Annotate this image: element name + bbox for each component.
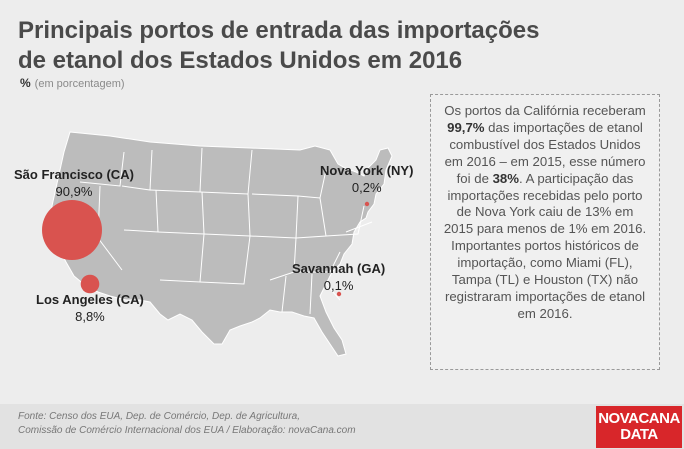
unit-symbol: % — [20, 76, 31, 90]
chart-title: Principais portos de entrada das importa… — [18, 16, 578, 76]
novacana-data-logo: NOVACANA DATA — [596, 406, 682, 448]
port-label-los-angeles: Los Angeles (CA) 8,8% — [36, 291, 144, 325]
footer-bar — [0, 404, 684, 449]
port-value: 8,8% — [75, 309, 105, 324]
marker-nova-york — [364, 201, 370, 207]
logo-line-2: DATA — [620, 426, 658, 443]
port-name: Savannah (GA) — [292, 261, 386, 276]
source-note: Fonte: Censo dos EUA, Dep. de Comércio, … — [18, 410, 356, 438]
port-label-sao-francisco: São Francisco (CA) 90,9% — [14, 166, 134, 200]
source-line-2: Comissão de Comércio Internacional dos E… — [18, 425, 356, 436]
marker-sao-francisco — [42, 200, 102, 260]
title-line-1: Principais portos de entrada das importa… — [18, 17, 540, 44]
info-text-1: Os portos da Califórnia receberam — [444, 103, 646, 118]
port-value: 90,9% — [55, 184, 93, 199]
port-label-nova-york: Nova York (NY) 0,2% — [320, 162, 413, 196]
port-name: Los Angeles (CA) — [36, 292, 144, 307]
port-markers — [42, 200, 370, 297]
source-line-1: Fonte: Censo dos EUA, Dep. de Comércio, … — [18, 411, 300, 422]
info-highlight-2: 38% — [492, 170, 519, 186]
port-label-savannah: Savannah (GA) 0,1% — [292, 260, 385, 294]
port-name: São Francisco (CA) — [14, 167, 134, 182]
port-value: 0,1% — [323, 278, 354, 293]
info-highlight-1: 99,7% — [447, 119, 485, 135]
state-borders — [79, 147, 373, 315]
marker-los-angeles — [80, 274, 100, 294]
info-text-2: das importações de etanol combustível do… — [444, 119, 646, 186]
unit-label: % (em porcentagem) — [20, 76, 125, 90]
unit-text: (em porcentagem) — [34, 78, 125, 90]
marker-savannah — [336, 291, 342, 297]
info-textbox: Os portos da Califórnia receberam 99,7% … — [430, 94, 660, 370]
title-line-2: de etanol dos Estados Unidos em 2016 — [18, 47, 463, 74]
port-name: Nova York (NY) — [320, 163, 414, 178]
port-value: 0,2% — [351, 180, 382, 195]
logo-line-1: NOVACANA — [598, 410, 680, 427]
info-text-3: . A participação das importações recebid… — [443, 170, 647, 321]
